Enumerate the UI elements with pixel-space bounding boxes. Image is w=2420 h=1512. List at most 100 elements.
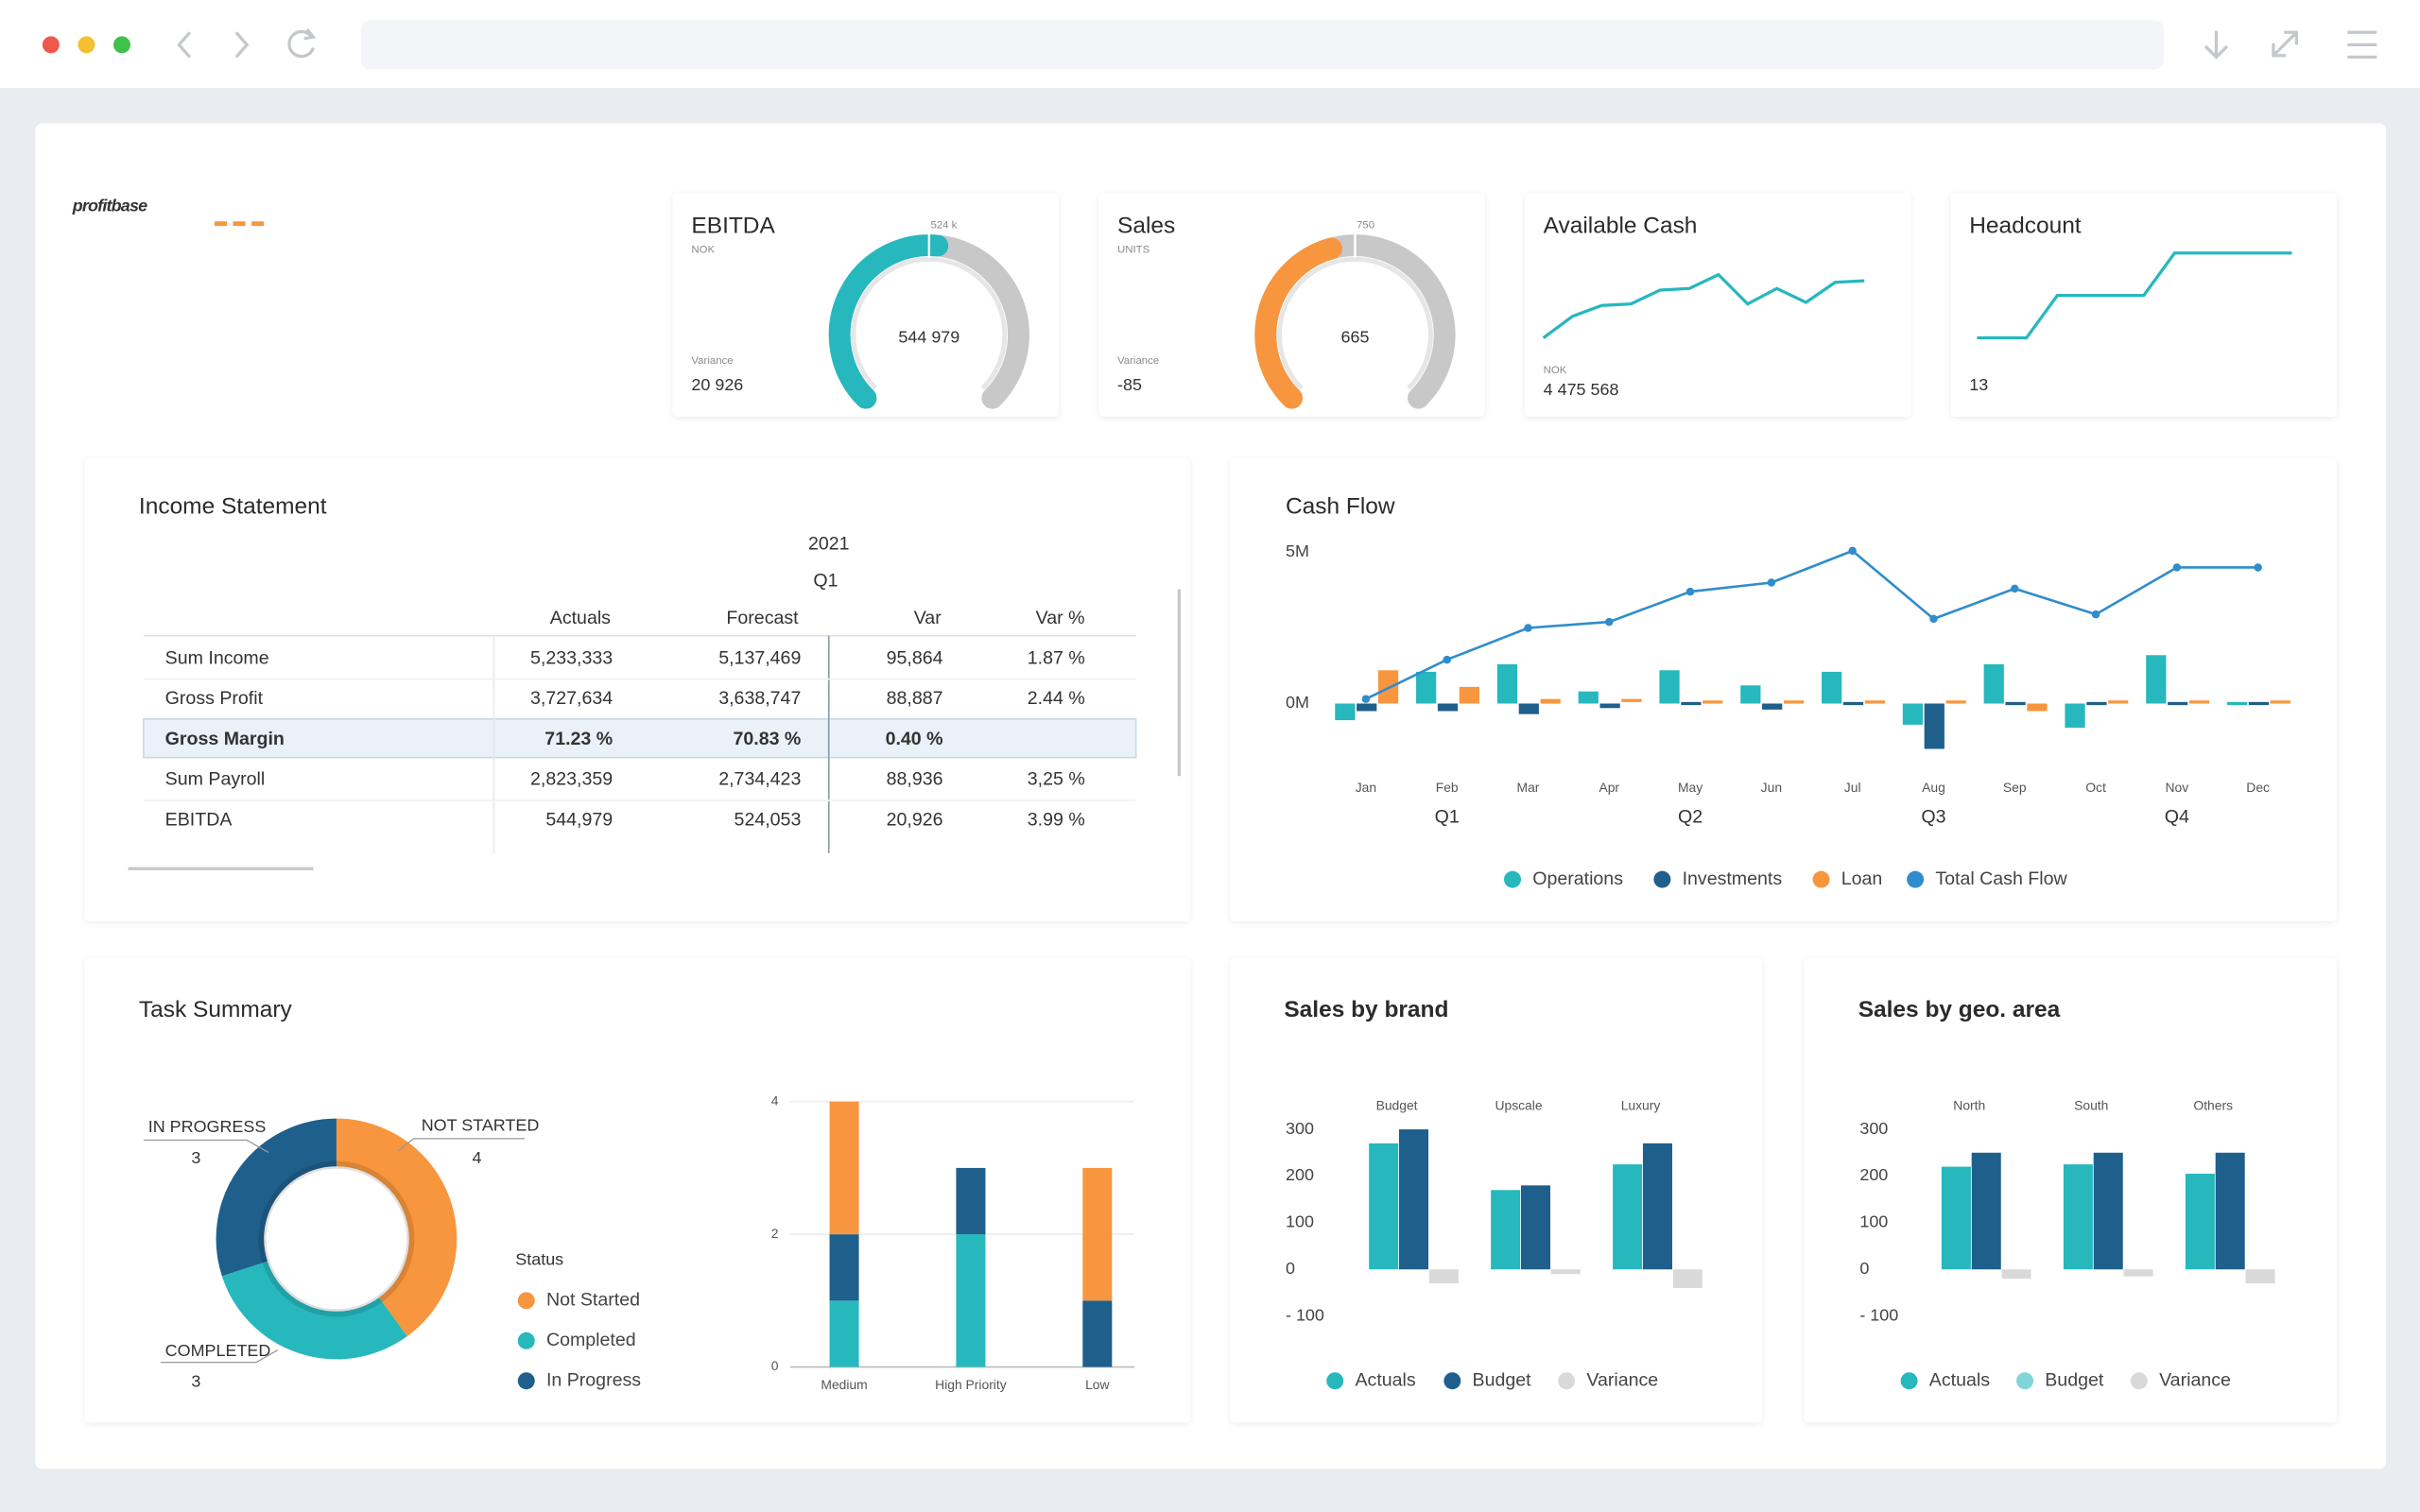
y-tick-label: 100 xyxy=(1859,1212,1888,1231)
legend-label: In Progress xyxy=(546,1369,641,1390)
row-label: Sum Income xyxy=(165,647,269,668)
category-label: North xyxy=(1953,1097,1985,1112)
variance-value: 20 926 xyxy=(691,375,743,394)
table-cell: 2.44 % xyxy=(1028,688,1085,709)
menu-button[interactable] xyxy=(2347,30,2377,60)
stacked-bar xyxy=(1082,1300,1113,1367)
logo: profitbase xyxy=(72,197,147,215)
y-tick-label: - 100 xyxy=(1859,1305,1898,1324)
download-button[interactable] xyxy=(2204,30,2229,60)
table-cell: 5,233,333 xyxy=(530,647,613,668)
total-line xyxy=(1365,549,2258,700)
legend-label: Variance xyxy=(1586,1369,1658,1390)
bar xyxy=(1416,671,1437,704)
table-year: 2021 xyxy=(808,533,850,554)
y-tick-label: - 100 xyxy=(1286,1305,1324,1324)
line-point xyxy=(1685,587,1695,596)
y-tick-label: 2 xyxy=(771,1226,779,1241)
legend-label: Budget xyxy=(1473,1369,1532,1390)
donut-segment xyxy=(221,1260,407,1360)
line-point xyxy=(1524,624,1532,632)
bar xyxy=(1491,1190,1521,1270)
bar xyxy=(2270,700,2290,704)
legend-marker xyxy=(1812,870,1830,888)
quarter-label: Q1 xyxy=(1435,806,1460,827)
column-header: Actuals xyxy=(550,608,611,628)
legend-label: Actuals xyxy=(1355,1369,1415,1390)
panel-title: Sales by brand xyxy=(1284,997,1448,1022)
table-cell: 524,053 xyxy=(735,809,802,830)
quarter-label: Q4 xyxy=(2165,806,2189,827)
bar xyxy=(1681,701,1702,706)
legend-marker xyxy=(1558,1372,1576,1390)
forward-button[interactable] xyxy=(234,31,250,59)
bar xyxy=(1762,703,1783,710)
donut-value: 3 xyxy=(191,1372,200,1391)
fullscreen-button[interactable] xyxy=(2272,30,2299,58)
kpi-value: 4 475 568 xyxy=(1544,380,1619,399)
bar xyxy=(2248,701,2270,706)
line-point xyxy=(2011,584,2019,593)
bar xyxy=(1642,1143,1672,1270)
legend-marker xyxy=(517,1292,535,1310)
minimize-button[interactable] xyxy=(78,36,95,54)
panel-title: Cash Flow xyxy=(1286,494,1395,520)
table-cell: 3,727,634 xyxy=(530,688,613,709)
bar xyxy=(2063,1164,2093,1270)
bar xyxy=(2027,703,2048,712)
close-button[interactable] xyxy=(42,36,60,54)
sparkline xyxy=(1542,272,1865,339)
bar xyxy=(1428,1269,1459,1284)
line-point xyxy=(1361,695,1371,703)
bar xyxy=(1459,686,1479,704)
bar xyxy=(1703,700,1723,704)
legend-label: Loan xyxy=(1841,868,1883,889)
table-cell: 1.87 % xyxy=(1028,647,1085,668)
y-tick-label: 200 xyxy=(1286,1165,1314,1184)
table-cell: 20,926 xyxy=(887,809,943,830)
bar xyxy=(1941,1166,1971,1270)
quarter-label: Q2 xyxy=(1678,806,1703,827)
legend-label: Investments xyxy=(1683,868,1783,889)
line-point xyxy=(2172,563,2182,572)
kpi-value: 13 xyxy=(1969,375,1988,394)
bar xyxy=(1496,663,1518,704)
donut-segment xyxy=(336,1118,458,1337)
legend-label: Total Cash Flow xyxy=(1935,868,2067,889)
bar xyxy=(1399,1129,1429,1270)
legend-marker xyxy=(2130,1372,2148,1390)
bar xyxy=(2245,1269,2275,1284)
bar xyxy=(2123,1269,2153,1277)
donut-label: COMPLETED xyxy=(165,1341,271,1360)
row-label: Sum Payroll xyxy=(165,769,266,790)
kpi-unit: NOK xyxy=(691,245,715,256)
category-label: Others xyxy=(2193,1097,2233,1112)
x-tick-label: Medium xyxy=(821,1377,867,1392)
x-tick-label: Apr xyxy=(1599,780,1619,795)
y-tick-label: 0M xyxy=(1286,693,1309,712)
bar xyxy=(1550,1269,1581,1275)
address-bar[interactable] xyxy=(361,20,2164,70)
panel-title: Income Statement xyxy=(139,494,327,520)
table-cell: 88,887 xyxy=(887,688,943,709)
reload-button[interactable] xyxy=(287,29,315,59)
table-cell: 3,638,747 xyxy=(718,688,801,709)
gauge-value-label: 665 xyxy=(1341,327,1370,346)
x-tick-label: Mar xyxy=(1517,780,1540,795)
back-button[interactable] xyxy=(177,31,192,59)
gauge-value-label: 544 979 xyxy=(898,327,959,346)
maximize-button[interactable] xyxy=(113,36,130,54)
task-summary-card xyxy=(84,957,1190,1423)
legend-label: Completed xyxy=(546,1330,636,1350)
bar xyxy=(1437,703,1459,712)
donut-inner-shade xyxy=(258,1160,415,1317)
x-tick-label: Aug xyxy=(1922,780,1945,795)
leader-line xyxy=(397,1138,526,1152)
bar xyxy=(1335,703,1356,721)
legend-marker xyxy=(517,1372,535,1390)
legend-marker xyxy=(1326,1372,1344,1390)
donut-value: 4 xyxy=(472,1148,481,1167)
bar xyxy=(2005,701,2026,706)
variance-label: Variance xyxy=(691,355,733,367)
